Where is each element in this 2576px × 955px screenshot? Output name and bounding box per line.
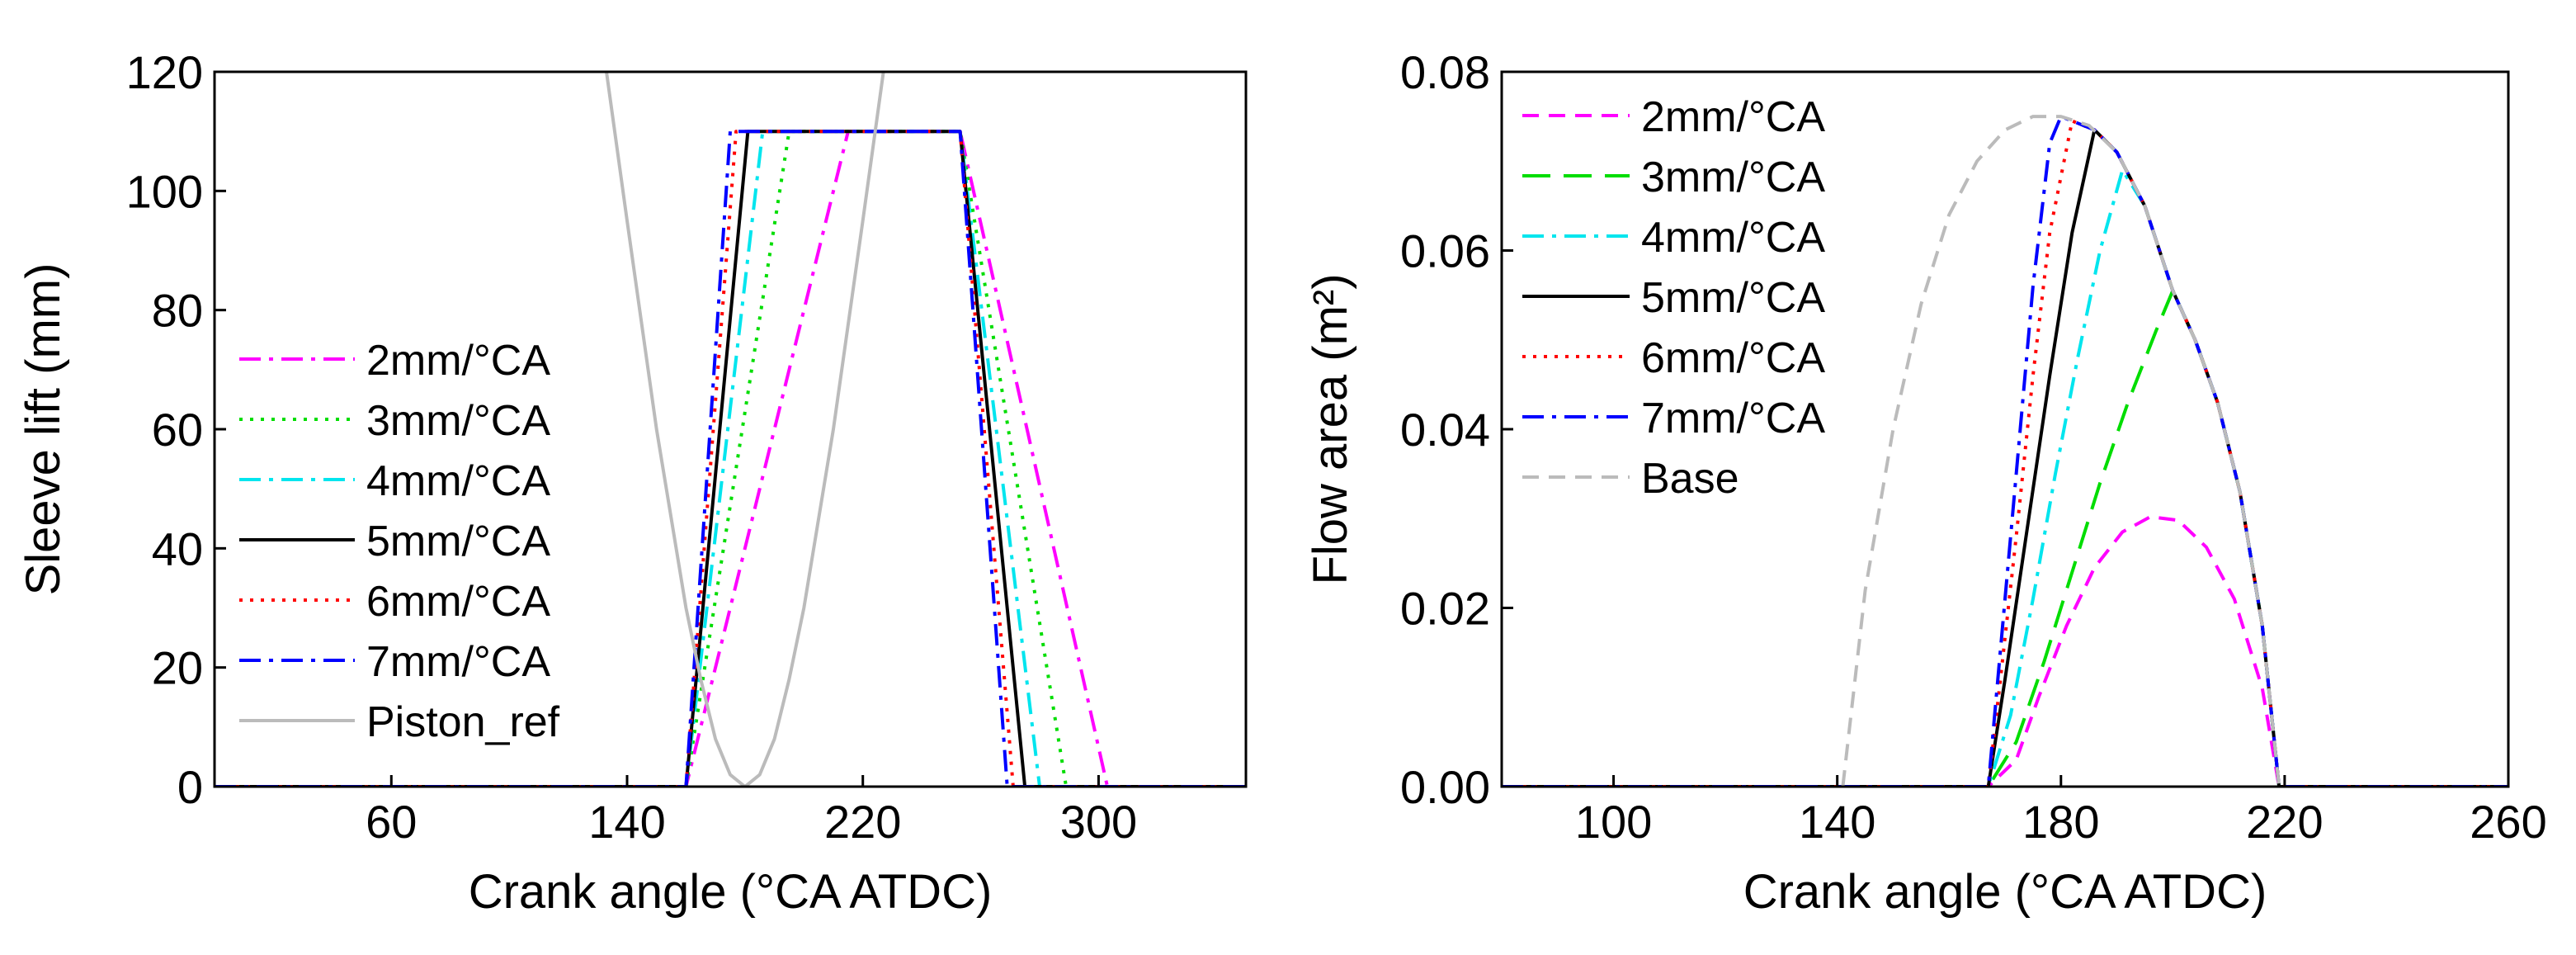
right-legend: 2mm/°CA 3mm/°CA 4mm/°CA 5mm/°CA 6mm/°CA 7mm/°… [1522,93,1825,503]
left-chart: 0 20 40 60 80 100 120 60 140 220 300 Crank angle … [17,46,1248,919]
right-x-tick-label: 140 [1799,796,1875,848]
right-legend-label: 7mm/°CA [1641,395,1825,442]
right-x-tick-label: 220 [2246,796,2323,848]
left-legend-label: Piston_ref [366,698,560,746]
left-legend-label: 4mm/°CA [366,457,550,505]
right-x-tick-label: 260 [2470,796,2546,848]
left-y-axis: 0 20 40 60 80 100 120 [126,46,226,813]
left-series-group [215,72,1246,787]
left-x-tick-label: 140 [588,796,665,848]
right-x-tick-label: 100 [1575,796,1652,848]
left-legend-label: 3mm/°CA [366,397,550,445]
left-legend: 2mm/°CA 3mm/°CA 4mm/°CA 5mm/°CA 6mm/°CA 7mm/°… [239,337,560,746]
left-legend-label: 7mm/°CA [366,638,550,686]
right-y-tick-label: 0.02 [1400,583,1490,635]
right-series-3mm-ca [1502,289,2508,787]
right-series-group [1502,115,2508,787]
left-x-tick-label: 300 [1060,796,1137,848]
right-legend-label: 2mm/°CA [1641,93,1825,141]
left-y-tick-label: 100 [126,165,203,217]
left-series-piston-ref [605,72,885,787]
left-y-axis-label: Sleeve lift (mm) [17,263,70,596]
right-x-tick-label: 180 [2022,796,2099,848]
left-x-tick-label: 220 [824,796,901,848]
left-y-tick-label: 80 [152,285,203,337]
left-x-axis-label: Crank angle (°CA ATDC) [469,865,993,919]
left-x-tick-label: 60 [366,796,417,848]
left-y-tick-label: 60 [152,404,203,456]
right-chart: 0.00 0.02 0.04 0.06 0.08 100 140 180 220 260 Cra… [1304,46,2547,919]
right-y-tick-label: 0.04 [1400,404,1490,456]
right-series-base [1841,115,2281,787]
right-x-axis-label: Crank angle (°CA ATDC) [1743,865,2267,919]
left-legend-label: 5mm/°CA [366,518,550,565]
right-y-tick-label: 0.00 [1400,761,1490,813]
left-x-axis: 60 140 220 300 [366,775,1137,848]
left-y-tick-label: 20 [152,642,203,694]
right-y-tick-label: 0.08 [1400,46,1490,98]
right-y-tick-label: 0.06 [1400,225,1490,277]
left-y-tick-label: 40 [152,522,203,574]
right-legend-label: 3mm/°CA [1641,154,1825,201]
left-y-tick-label: 0 [177,761,203,813]
right-legend-label: 4mm/°CA [1641,214,1825,262]
left-plot-area [215,72,1246,787]
right-series-2mm-ca [1502,515,2508,787]
left-legend-label: 6mm/°CA [366,578,550,626]
left-legend-label: 2mm/°CA [366,337,550,385]
right-plot-area [1502,115,2508,787]
right-y-axis: 0.00 0.02 0.04 0.06 0.08 [1400,46,1513,813]
right-legend-label: 5mm/°CA [1641,274,1825,322]
right-legend-label: Base [1641,455,1739,503]
right-x-axis: 100 140 180 220 260 [1575,775,2547,848]
left-y-tick-label: 120 [126,46,203,98]
right-legend-label: 6mm/°CA [1641,334,1825,382]
right-y-axis-label: Flow area (m²) [1304,273,1357,584]
